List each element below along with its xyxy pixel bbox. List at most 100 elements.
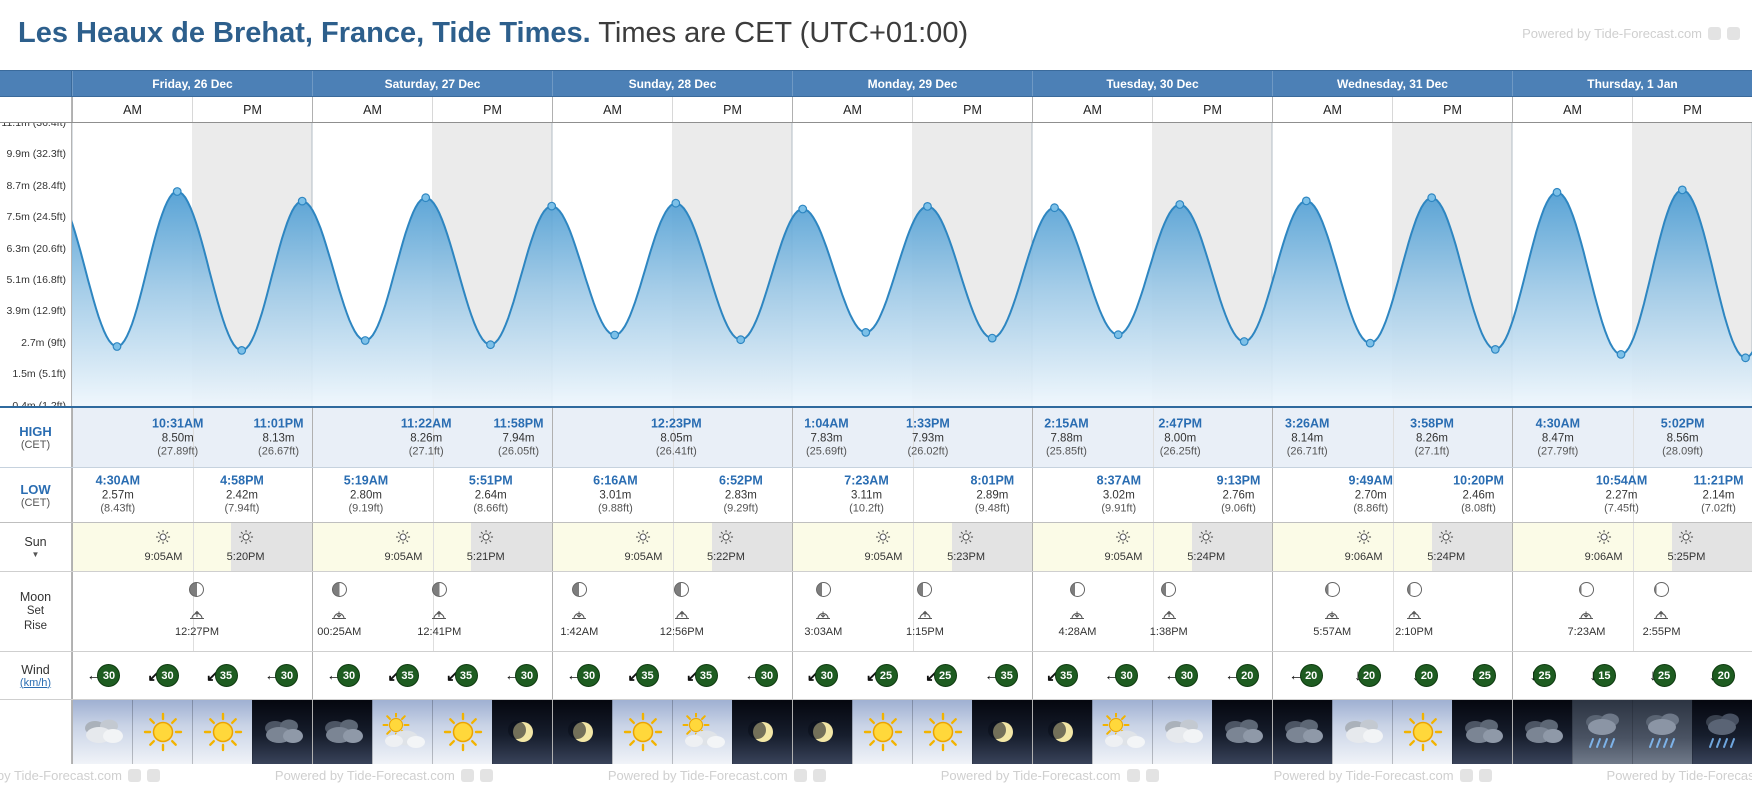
sun-behind-cloud-icon <box>682 713 725 748</box>
tide-height-m: 2.70m <box>1354 489 1387 502</box>
watermark-badge-icon <box>1459 769 1473 782</box>
watermark-badge-icon <box>146 769 160 782</box>
wind-row-label: Wind (km/h) <box>0 652 72 699</box>
wind-badge: ↙ 35 <box>446 664 478 687</box>
wind-speed-value: 20 <box>1415 664 1439 687</box>
moon-rise-icon <box>432 610 447 619</box>
day-cell-weather <box>1272 700 1512 764</box>
sunrise-entry: 9:05AM <box>624 529 662 563</box>
low-tide-entry: 7:23AM 3.11m (10.2ft) <box>844 474 888 517</box>
low-tide-entry: 10:54AM 2.27m (7.45ft) <box>1596 474 1647 517</box>
day-cell-wind: ↓25 ↓15 ↓25 ↓20 <box>1512 652 1752 699</box>
moon-phase-icon <box>1324 582 1340 597</box>
wind-badge: ↙ 35 <box>387 664 419 687</box>
high-tide-entry: 1:04AM 7.83m (25.69ft) <box>804 416 848 459</box>
tide-time: 7:23AM <box>844 473 889 488</box>
tide-time: 4:30AM <box>95 473 141 488</box>
day-header: Tuesday, 30 Dec <box>1032 71 1272 96</box>
day-cell-high: 2:15AM 7.88m (25.85ft) 2:47PM 8.00m (26.25ft) <box>1032 408 1272 467</box>
sunset-entry: 5:22PM <box>707 529 745 563</box>
weather-cell-night-cloud <box>1212 700 1272 764</box>
weather-row-label <box>0 700 72 764</box>
sun-glyph-icon <box>238 530 253 544</box>
day-cell-moon: 1:42AM 12:56PM <box>552 572 792 651</box>
half-divider <box>432 408 434 467</box>
chart-row: 11.1m (36.4ft) 9.9m (32.3ft) 8.7m (28.4ft)… <box>0 123 1752 408</box>
wind-speed-value: 20 <box>1712 664 1736 687</box>
day-cell-wind: ↙ 30 ↙ 25 ↙ 25 ← 35 <box>792 652 1032 699</box>
wind-badge: ↓20 <box>1354 664 1381 687</box>
footer-watermark: Powered by Tide-Forecast.com <box>0 768 160 783</box>
moonset-entry: 7:23AM <box>1568 582 1605 638</box>
half-divider <box>1392 523 1394 571</box>
half-divider <box>432 572 434 651</box>
y-axis-label: 2.7m (9ft) <box>21 336 66 349</box>
day-cell-high: 10:31AM 8.50m (27.89ft) 11:01PM 8.13m (26.67f… <box>72 408 312 467</box>
tide-time: 9:13PM <box>1216 473 1261 488</box>
tide-height-ft: (9.91ft) <box>1101 502 1137 515</box>
sunrise-time: 9:06AM <box>1584 551 1623 563</box>
tide-height-m: 7.94m <box>502 432 535 445</box>
sun-sort-arrow-icon[interactable]: ▼ <box>31 550 40 559</box>
moon-phase-icon <box>1161 582 1177 597</box>
tide-height-ft: (7.94ft) <box>224 502 260 515</box>
wind-speed-value: 35 <box>995 664 1019 687</box>
night-shade <box>711 523 792 571</box>
low-tide-entry: 6:52PM 2.83m (9.29ft) <box>719 474 763 517</box>
half-divider <box>672 572 674 651</box>
tide-height-m: 8.47m <box>1541 432 1574 445</box>
sunrise-entry: 9:06AM <box>1585 529 1623 563</box>
sun-glyph-icon <box>636 530 651 544</box>
weather-cell-sun <box>432 700 492 764</box>
night-clouds-icon <box>1524 719 1563 743</box>
tide-height-m: 8.26m <box>1416 432 1448 445</box>
night-moon-icon <box>1047 721 1073 742</box>
moon-set-icon <box>1070 611 1085 619</box>
sun-glyph-icon <box>1199 530 1214 544</box>
moon-phase-icon <box>815 582 831 597</box>
high-tide-entry: 11:58PM 7.94m (26.05ft) <box>494 416 544 459</box>
half-divider <box>1152 572 1154 651</box>
tide-time: 10:54AM <box>1595 473 1648 488</box>
watermark-text: Powered by Tide-Forecast.com <box>1606 768 1752 783</box>
sunrise-entry: 9:05AM <box>384 529 422 563</box>
sunset-entry: 5:20PM <box>227 529 265 563</box>
ampm-label: PM <box>192 97 312 122</box>
sun-glyph-icon <box>718 530 733 544</box>
sun-row: Sun ▼ 9:05AM 5:20PM 9:05AM 5:21PM 9:05AM 5:22… <box>0 523 1752 572</box>
ampm-cell: AM PM <box>72 97 312 122</box>
moon-time: 00:25AM <box>317 626 362 638</box>
wind-unit-link[interactable]: (km/h) <box>19 676 52 689</box>
moon-phase-icon <box>674 582 690 597</box>
day-cell-moon: 7:23AM 2:55PM <box>1512 572 1752 651</box>
wind-speed-value: 35 <box>1054 664 1078 687</box>
tide-height-m: 7.93m <box>911 432 944 445</box>
moon-phase-icon <box>331 582 347 597</box>
ampm-label: PM <box>1392 97 1512 122</box>
low-tide-entry: 4:58PM 2.42m (7.94ft) <box>220 474 264 517</box>
day-header: Thursday, 1 Jan <box>1512 71 1752 96</box>
wind-speed-value: 20 <box>1299 664 1323 687</box>
tide-height-m: 8.26m <box>410 432 443 445</box>
day-cell-sun: 9:05AM 5:21PM <box>312 523 552 571</box>
moon-time: 12:27PM <box>174 626 219 638</box>
footer-watermark: Powered by Tide-Forecast.com <box>608 768 826 783</box>
tide-height-m: 8.13m <box>262 432 295 445</box>
sun-behind-cloud-icon <box>1102 713 1145 748</box>
weather-cell-sun-cloud <box>672 700 732 764</box>
night-shade <box>1431 523 1512 571</box>
day-cell-low: 10:54AM 2.27m (7.45ft) 11:21PM 2.14m (7.02ft) <box>1512 468 1752 522</box>
moonset-entry: 5:57AM <box>1313 582 1351 638</box>
half-divider <box>912 408 914 467</box>
ampm-cell: AM PM <box>552 97 792 122</box>
day-cell-weather <box>1512 700 1752 764</box>
sun-glyph-icon <box>959 530 974 544</box>
weather-cell-night-moon <box>972 700 1032 764</box>
watermark-badge-icon <box>812 769 826 782</box>
half-divider <box>432 468 434 522</box>
y-axis-label: 3.9m (12.9ft) <box>6 305 66 318</box>
tide-height-m: 3.02m <box>1102 489 1135 502</box>
tide-height-m: 2.76m <box>1222 489 1255 502</box>
sun-weather-icon <box>443 712 482 752</box>
tide-height-ft: (8.66ft) <box>473 502 509 515</box>
